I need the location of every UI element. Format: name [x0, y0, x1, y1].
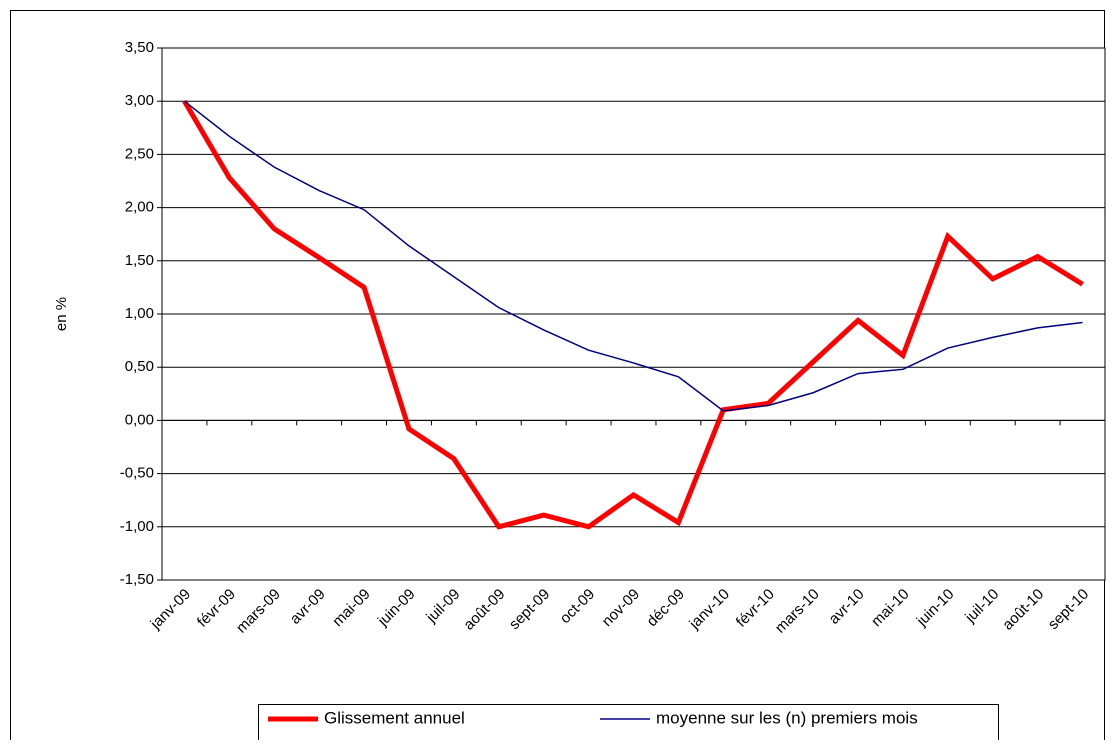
y-tick-label: -1,00: [120, 518, 154, 535]
y-axis-label: en %: [53, 297, 70, 331]
line-series: [182, 99, 1084, 530]
y-tick-label: 0,50: [125, 358, 154, 375]
y-tick-label: 1,00: [125, 305, 154, 322]
legend-label: moyenne sur les (n) premiers mois: [656, 708, 918, 727]
y-tick-label: -1,50: [120, 571, 154, 588]
line-series: [183, 100, 1083, 412]
y-tick-label: 3,50: [125, 39, 154, 56]
y-tick-label: 1,50: [125, 252, 154, 269]
y-tick-label: 0,00: [125, 411, 154, 428]
y-tick-label: 2,50: [125, 145, 154, 162]
y-tick-label: 3,00: [125, 92, 154, 109]
y-tick-label: 2,00: [125, 199, 154, 216]
y-tick-label: -0,50: [120, 465, 154, 482]
legend-label: Glissement annuel: [324, 708, 465, 727]
